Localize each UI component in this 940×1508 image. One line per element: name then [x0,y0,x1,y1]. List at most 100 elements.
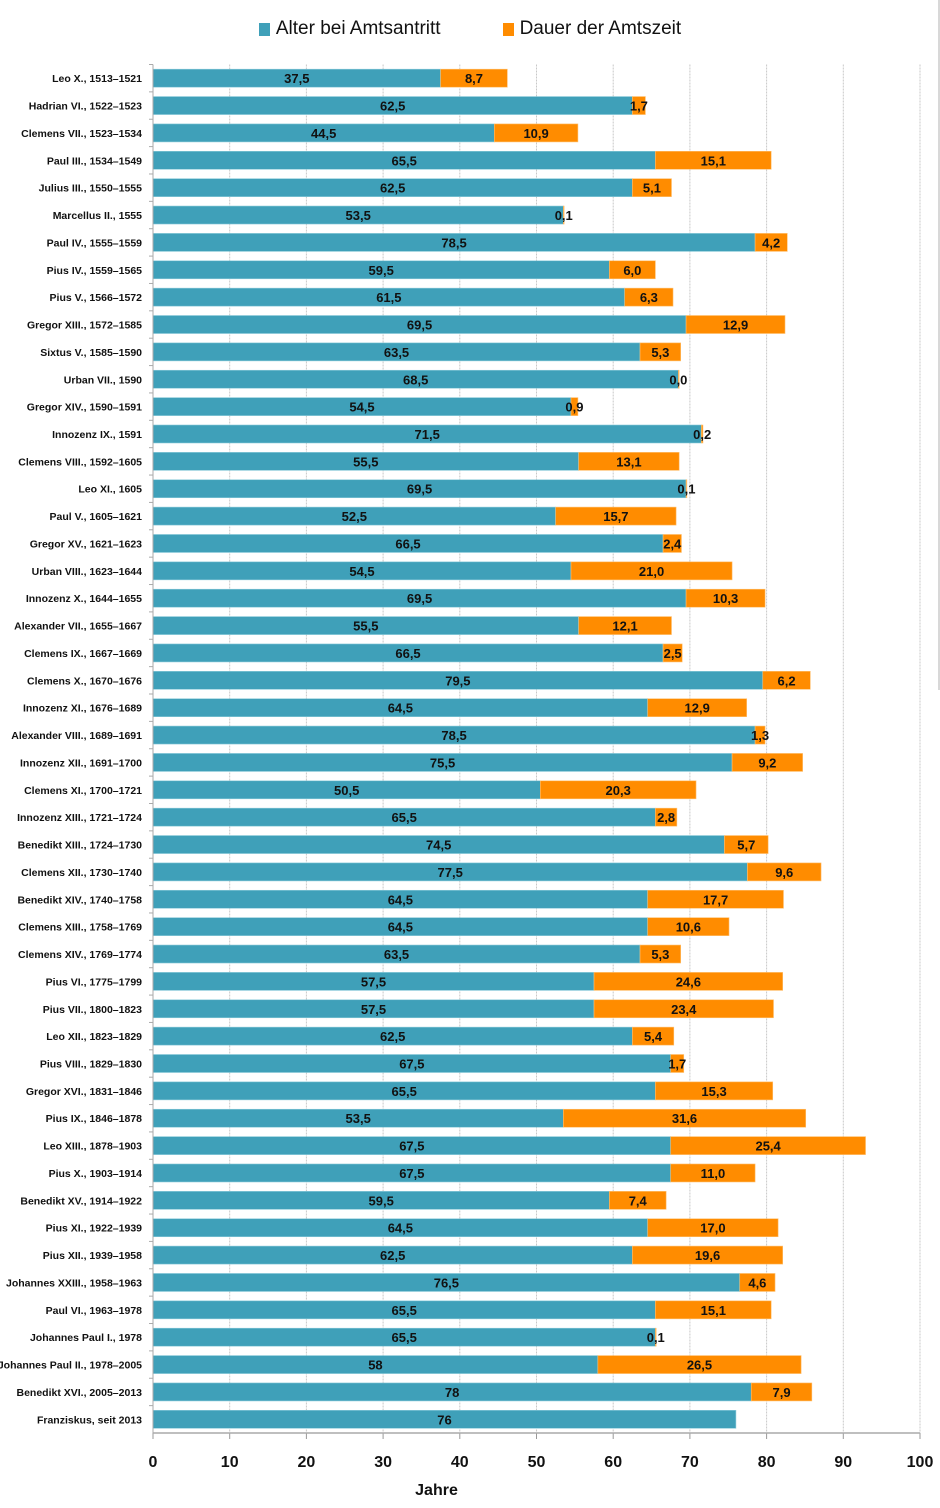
data-label-alter: 69,5 [407,482,432,497]
bar-dauer-der-amtszeit [647,1218,779,1238]
bar-dauer-der-amtszeit [494,123,579,143]
category-label: Pius XI., 1922–1939 [46,1223,142,1235]
x-tick-label: 100 [907,1454,934,1471]
data-label-alter: 64,5 [388,920,413,935]
data-label-dauer: 17,7 [703,892,728,907]
data-label-alter: 65,5 [392,1084,417,1099]
bar-dauer-der-amtszeit [632,1245,784,1265]
bar-dauer-der-amtszeit [655,150,772,170]
bar-dauer-der-amtszeit [647,917,730,936]
data-label-dauer: 15,3 [701,1084,726,1099]
category-label: Pius IX., 1846–1878 [46,1113,142,1125]
bar-dauer-der-amtszeit [685,588,766,608]
category-label: Pius XII., 1939–1958 [43,1250,142,1262]
x-tick-label: 90 [834,1454,852,1471]
category-label: Leo XII., 1823–1829 [46,1031,142,1043]
data-label-alter: 54,5 [349,564,374,579]
bar-dauer-der-amtszeit [639,944,681,964]
category-label: Johannes XXIII., 1958–1963 [6,1277,142,1289]
category-label: Gregor XIII., 1572–1585 [27,320,142,332]
x-tick-label: 40 [451,1454,469,1471]
data-label-alter: 65,5 [392,810,417,825]
x-tick-label: 30 [374,1454,392,1471]
legend-item-alter: Alter bei Amtsantritt [258,18,441,40]
data-label-dauer: 1,3 [751,728,769,743]
data-label-dauer: 6,2 [778,673,796,688]
bar-dauer-der-amtszeit [632,1026,675,1046]
category-label: Alexander VII., 1655–1667 [14,621,142,633]
bar-dauer-der-amtszeit [662,643,683,663]
bar-dauer-der-amtszeit [570,561,733,581]
data-label-dauer: 12,1 [612,619,637,634]
category-label: Innozenz IX., 1591 [52,429,142,441]
bar-dauer-der-amtszeit [754,233,788,252]
data-label-alter: 69,5 [407,318,432,333]
category-label: Gregor XV., 1621–1623 [30,538,142,550]
category-label: Johannes Paul II., 1978–2005 [0,1360,142,1372]
category-label: Leo XIII., 1878–1903 [43,1141,142,1153]
category-label: Clemens XIV., 1769–1774 [18,949,142,961]
data-label-alter: 64,5 [388,701,413,716]
data-label-alter: 61,5 [376,290,401,305]
bar-dauer-der-amtszeit [647,698,747,717]
category-label: Paul V., 1605–1621 [50,511,143,523]
data-label-alter: 50,5 [334,783,359,798]
category-label: Clemens XII., 1730–1740 [21,867,142,879]
bar-dauer-der-amtszeit [685,479,688,499]
data-label-alter: 62,5 [380,99,405,114]
data-label-dauer: 19,6 [695,1248,720,1263]
bar-dauer-der-amtszeit [731,753,803,772]
data-label-dauer: 15,7 [603,509,628,524]
bars [152,68,866,1429]
category-label: Sixtus V., 1585–1590 [40,347,142,359]
data-label-alter: 66,5 [395,646,420,661]
data-label-dauer: 10,3 [713,591,738,606]
chart-legend: Alter bei Amtsantritt Dauer der Amtszeit [0,14,940,44]
legend-label-dauer: Dauer der Amtszeit [519,18,682,39]
category-label: Pius V., 1566–1572 [50,292,143,304]
category-label: Clemens XI., 1700–1721 [24,785,142,797]
data-label-dauer: 13,1 [616,454,641,469]
data-label-alter: 53,5 [346,208,371,223]
category-label: Paul III., 1534–1549 [47,155,142,167]
data-label-alter: 63,5 [384,947,409,962]
data-label-alter: 59,5 [369,263,394,278]
bar-dauer-der-amtszeit [754,725,766,745]
category-label: Innozenz X., 1644–1655 [26,593,142,605]
data-label-alter: 75,5 [430,755,455,770]
data-label-alter: 65,5 [392,1303,417,1318]
data-label-dauer: 11,0 [701,1166,726,1181]
category-label: Paul VI., 1963–1978 [46,1305,142,1317]
category-label: Benedikt XIV., 1740–1758 [17,894,142,906]
category-label: Hadrian VI., 1522–1523 [29,101,142,113]
category-label: Alexander VIII., 1689–1691 [11,730,142,742]
data-label-alter: 57,5 [361,974,386,989]
data-label-alter: 79,5 [445,673,470,688]
data-label-alter: 55,5 [353,619,378,634]
category-label: Innozenz XIII., 1721–1724 [17,812,142,824]
bar-dauer-der-amtszeit [632,178,672,197]
data-label-dauer: 6,0 [623,263,641,278]
category-label: Clemens X., 1670–1676 [27,675,142,687]
x-tick-label: 70 [681,1454,699,1471]
bar-dauer-der-amtszeit [440,68,508,88]
x-axis-title: Jahre [415,1482,458,1499]
bar-dauer-der-amtszeit [593,999,774,1019]
data-label-dauer: 5,3 [651,345,669,360]
data-label-alter: 67,5 [399,1139,424,1154]
bar-dauer-der-amtszeit [563,205,565,225]
data-label-dauer: 23,4 [671,1002,697,1017]
data-label-dauer: 2,5 [664,646,682,661]
category-label: Innozenz XII., 1691–1700 [20,757,142,769]
data-label-dauer: 5,7 [737,838,755,853]
bar-dauer-der-amtszeit [655,1327,657,1347]
bar-dauer-der-amtszeit [578,616,672,635]
bar-dauer-der-amtszeit [632,96,646,115]
data-label-dauer: 2,8 [657,810,675,825]
category-label: Innozenz XI., 1676–1689 [23,703,142,715]
category-label: Paul IV., 1555–1559 [47,237,143,249]
bar-dauer-der-amtszeit [662,534,682,553]
data-label-dauer: 12,9 [723,318,748,333]
bar-dauer-der-amtszeit [678,369,680,389]
